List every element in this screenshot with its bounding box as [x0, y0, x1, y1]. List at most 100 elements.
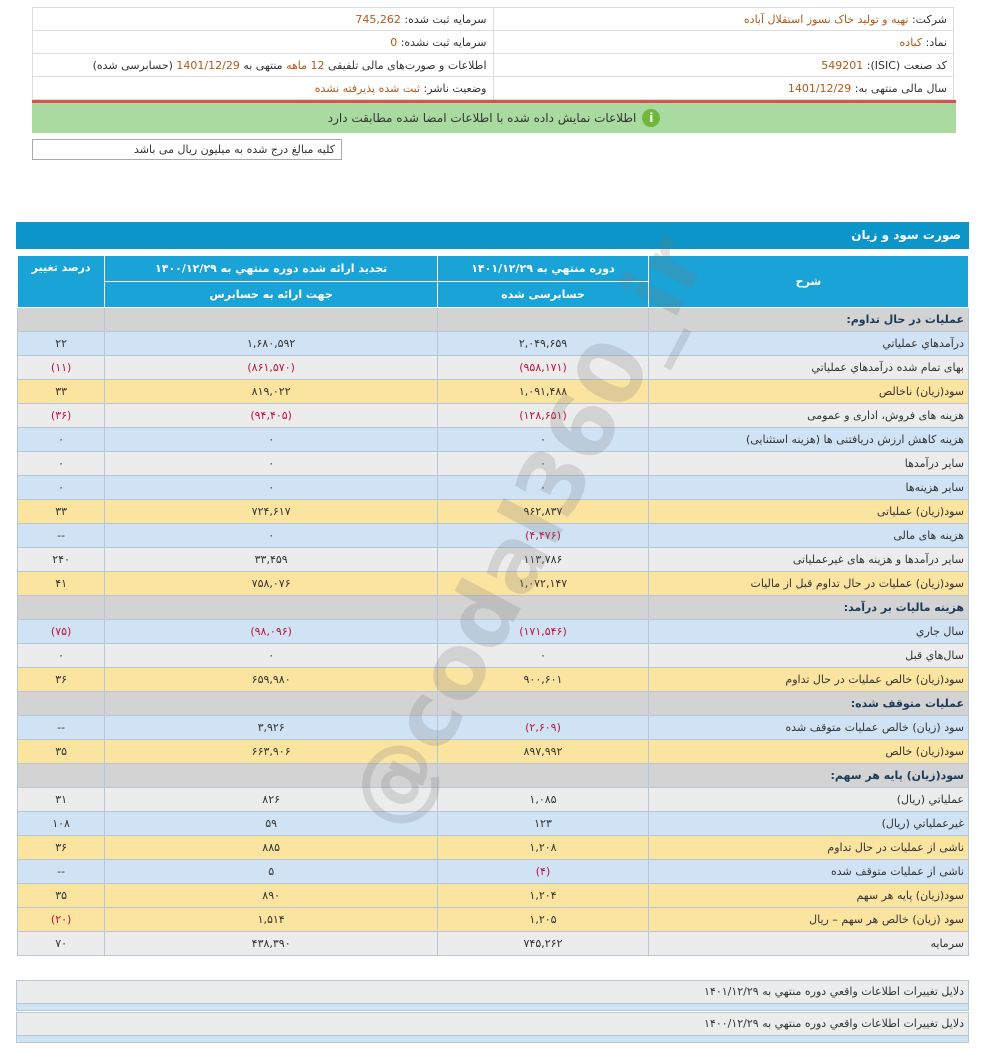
table-row: ناشی از عملیات متوقف شده (۴) ۵ --	[16, 859, 970, 884]
row-prior-value: ۰	[104, 475, 439, 500]
row-change-percent: (۳۶)	[16, 403, 106, 428]
table-row: سال جاري (۱۷۱,۵۴۶) (۹۸,۰۹۶) (۷۵)	[16, 619, 970, 644]
row-current-value: ۱۲۳	[437, 811, 649, 836]
header-desc: شرح	[647, 255, 970, 308]
row-description: غيرعملياتي (ريال)	[647, 811, 970, 836]
row-change-percent: ۳۶	[16, 835, 106, 860]
row-prior-value: ۰	[104, 451, 439, 476]
row-current-value: (۴,۴۷۶)	[437, 523, 649, 548]
row-prior-value: ۳۳,۴۵۹	[104, 547, 439, 572]
row-change-percent: --	[16, 715, 106, 740]
table-row: بهاى تمام شده درآمدهاي عملياتي (۹۵۸,۱۷۱)(…	[16, 355, 970, 380]
row-prior-value	[104, 763, 439, 788]
row-change-percent: (۱۱)	[16, 355, 106, 380]
row-description: هزینه کاهش ارزش دریافتنی ها (هزینه استثن…	[647, 427, 970, 452]
row-change-percent: (۷۵)	[16, 619, 106, 644]
row-current-value: ۰	[437, 427, 649, 452]
row-current-value: ۱,۰۹۱,۴۸۸	[437, 379, 649, 404]
match-notice: i اطلاعات نمایش داده شده با اطلاعات امضا…	[32, 103, 956, 133]
row-change-percent: ۴۱	[16, 571, 106, 596]
row-current-value: ۹۶۲,۸۳۷	[437, 499, 649, 524]
row-prior-value: ۰	[104, 523, 439, 548]
row-current-value: (۴)	[437, 859, 649, 884]
row-description: عملیات در حال تداوم:	[647, 307, 970, 332]
row-change-percent: ۱۰۸	[16, 811, 106, 836]
row-prior-value: ۳,۹۲۶	[104, 715, 439, 740]
row-change-percent: ۰	[16, 451, 106, 476]
company-cell: شرکت: تهیه و تولید خاک نسوز استقلال آباد…	[492, 7, 954, 31]
row-description: سود(زيان) خالص عمليات در حال تداوم	[647, 667, 970, 692]
row-description: سود(زيان) ناخالص	[647, 379, 970, 404]
symbol: کباده	[899, 35, 923, 49]
row-prior-value: ۱,۵۱۴	[104, 907, 439, 932]
row-current-value: ۱,۰۸۵	[437, 787, 649, 812]
row-description: هزینه مالیات بر درآمد:	[647, 595, 970, 620]
section-header-row: سود(زيان) پايه هر سهم:	[16, 763, 970, 788]
table-row: سود (زيان) خالص هر سهم – ريال ۱,۲۰۵ ۱,۵۱۴(…	[16, 907, 970, 932]
row-description: ساير درآمدها	[647, 451, 970, 476]
header-change: درصد تغییر	[16, 255, 106, 308]
row-description: سود(زيان) پايه هر سهم	[647, 883, 970, 908]
fiscal-year: 1401/12/29	[787, 81, 852, 95]
symbol-cell: نماد: کباده	[492, 30, 954, 54]
row-prior-value: ۸۸۵	[104, 835, 439, 860]
unregistered-capital-cell: سرمایه ثبت نشده: 0	[32, 30, 494, 54]
row-description: سود(زيان) عملياتى	[647, 499, 970, 524]
row-description: هزينه هاى فروش، ادارى و عمومى	[647, 403, 970, 428]
table-row: سود(زيان) خالص ۸۹۷,۹۹۲ ۶۶۳,۹۰۶ ۳۵	[16, 739, 970, 764]
section-header-row: هزینه مالیات بر درآمد:	[16, 595, 970, 620]
row-prior-value: ۶۶۳,۹۰۶	[104, 739, 439, 764]
isic-cell: کد صنعت (ISIC): 549201	[492, 53, 954, 77]
publisher-status-cell: وضعیت ناشر: ثبت شده پذیرفته نشده	[32, 76, 494, 100]
header-prior-sub: جهت ارائه به حسابرس	[104, 281, 439, 308]
row-prior-value: ۱,۶۸۰,۵۹۲	[104, 331, 439, 356]
row-current-value: ۱۱۳,۷۸۶	[437, 547, 649, 572]
row-description: سود (زيان) خالص عمليات متوقف شده	[647, 715, 970, 740]
publisher-status: ثبت شده پذیرفته نشده	[314, 81, 421, 95]
unregistered-capital: 0	[390, 35, 398, 49]
row-change-percent: ۰	[16, 643, 106, 668]
row-current-value: ۲,۰۴۹,۶۵۹	[437, 331, 649, 356]
row-description: سال‌هاي قبل	[647, 643, 970, 668]
income-statement-table: شرح دوره منتهي به ۱۴۰۱/۱۲/۲۹ تجدید ارائه…	[16, 255, 970, 956]
row-prior-value	[104, 691, 439, 716]
row-description: ناشی از عملیات متوقف شده	[647, 859, 970, 884]
row-change-percent	[16, 763, 106, 788]
row-change-percent: ۲۲	[16, 331, 106, 356]
row-current-value: ۱,۰۷۲,۱۴۷	[437, 571, 649, 596]
row-prior-value: (۹۸,۰۹۶)	[104, 619, 439, 644]
row-description: سود(زيان) عمليات در حال تداوم قبل از مال…	[647, 571, 970, 596]
row-change-percent: ۷۰	[16, 931, 106, 956]
row-prior-value: ۴۳۸,۳۹۰	[104, 931, 439, 956]
row-current-value: (۱۲۸,۶۵۱)	[437, 403, 649, 428]
row-prior-value: ۰	[104, 643, 439, 668]
row-prior-value: ۵	[104, 859, 439, 884]
row-change-percent: ۲۴۰	[16, 547, 106, 572]
row-description: بهاى تمام شده درآمدهاي عملياتي	[647, 355, 970, 380]
row-current-value	[437, 595, 649, 620]
row-description: ناشی از عملیات در حال تداوم	[647, 835, 970, 860]
row-prior-value	[104, 307, 439, 332]
fiscal-year-cell: سال مالی منتهی به: 1401/12/29	[492, 76, 954, 100]
row-prior-value	[104, 595, 439, 620]
table-row: ساير درآمدها و هزينه هاى غيرعملياتى ۱۱۳,۷…	[16, 547, 970, 572]
row-change-percent: ۳۳	[16, 379, 106, 404]
info-icon: i	[642, 109, 661, 127]
row-prior-value: ۸۱۹,۰۲۲	[104, 379, 439, 404]
row-change-percent: (۲۰)	[16, 907, 106, 932]
row-prior-value: (۹۴,۴۰۵)	[104, 403, 439, 428]
table-row: سود(زيان) پايه هر سهم ۱,۲۰۴ ۸۹۰ ۳۵	[16, 883, 970, 908]
unit-note: کلیه مبالغ درج شده به میلیون ریال می باش…	[32, 139, 342, 160]
table-row: عملياتي (ريال) ۱,۰۸۵ ۸۲۶ ۳۱	[16, 787, 970, 812]
row-prior-value: ۸۲۶	[104, 787, 439, 812]
reason-row-1400: دلایل تغییرات اطلاعات واقعي دوره منتهي ب…	[16, 1012, 969, 1043]
company-name: تهیه و تولید خاک نسوز استقلال آباده	[743, 12, 909, 26]
row-current-value: ۸۹۷,۹۹۲	[437, 739, 649, 764]
row-description: سود(زيان) خالص	[647, 739, 970, 764]
table-row: سال‌هاي قبل ۰ ۰ ۰	[16, 643, 970, 668]
row-current-value	[437, 763, 649, 788]
row-change-percent	[16, 307, 106, 332]
row-change-percent: ۳۱	[16, 787, 106, 812]
table-row: هزينه هاى مالى (۴,۴۷۶) ۰ --	[16, 523, 970, 548]
row-change-percent: ۰	[16, 427, 106, 452]
